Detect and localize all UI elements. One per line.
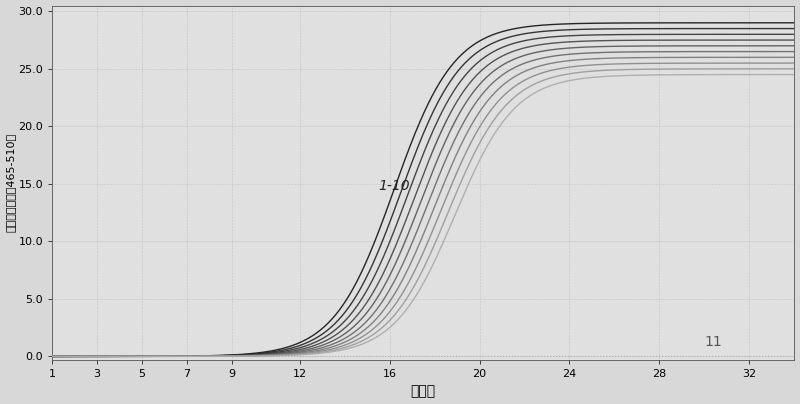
Text: 11: 11 xyxy=(705,335,722,349)
X-axis label: 循环数: 循环数 xyxy=(410,385,436,398)
Text: 1-10: 1-10 xyxy=(378,179,410,193)
Y-axis label: 荧光信号强度（465-510）: 荧光信号强度（465-510） xyxy=(6,133,15,232)
